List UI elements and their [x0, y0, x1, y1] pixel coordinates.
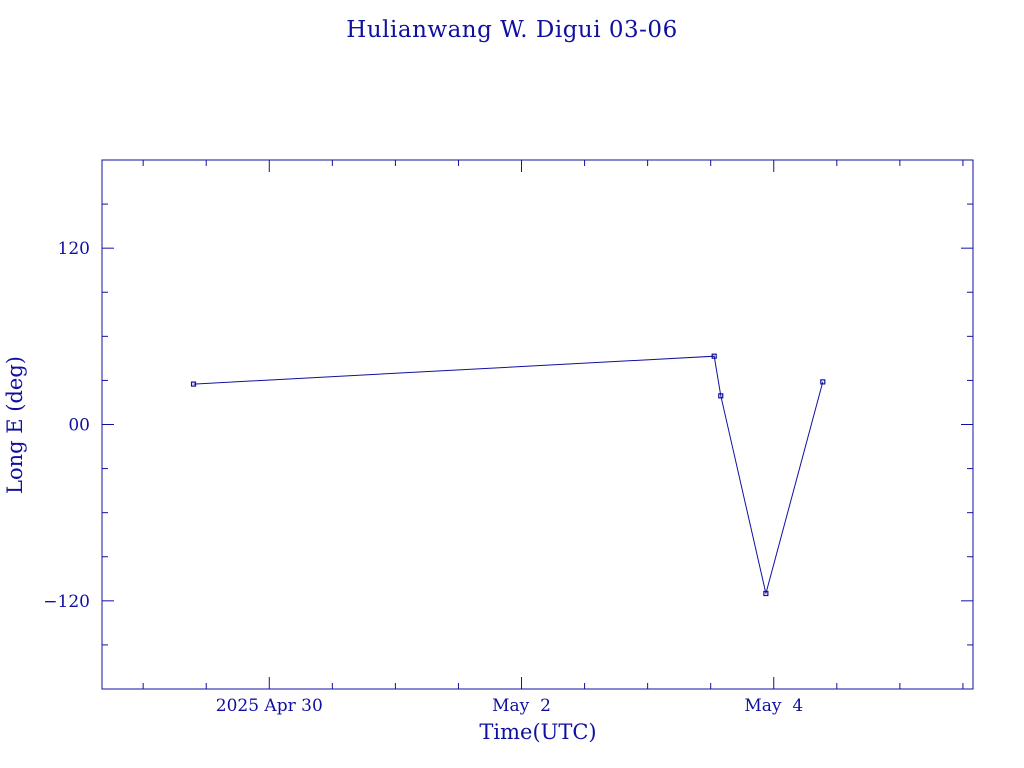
series-layer — [190, 353, 826, 597]
y-tick-label: 00 — [68, 416, 90, 436]
x-tick-label: May 4 — [744, 696, 803, 716]
x-axis-label: Time(UTC) — [479, 720, 596, 744]
y-tick-label: 120 — [58, 239, 90, 259]
y-axis-label: Long E (deg) — [3, 356, 27, 494]
data-point — [711, 353, 717, 359]
axis-ticks — [102, 160, 973, 689]
data-point — [763, 590, 769, 597]
chart-title: Hulianwang W. Digui 03-06 — [346, 17, 677, 43]
x-tick-label: May 2 — [492, 696, 551, 716]
x-tick-label: 2025 Apr 30 — [216, 696, 323, 716]
data-point — [718, 393, 724, 399]
plot-frame — [101, 159, 974, 690]
tick-labels: 2025 Apr 30 May 2 May 4 120 00 −120 — [43, 239, 803, 716]
data-point — [820, 379, 826, 385]
series-line — [193, 355, 824, 594]
data-point — [190, 381, 197, 387]
y-tick-label: −120 — [43, 592, 90, 612]
